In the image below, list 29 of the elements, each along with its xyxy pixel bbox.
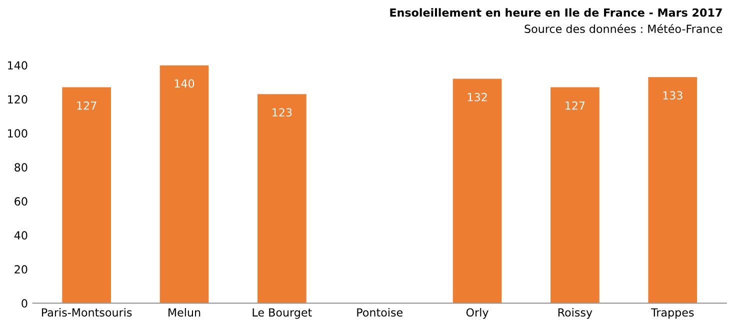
x-tick-label: Roissy [558, 308, 592, 319]
data-label: 123 [272, 108, 292, 117]
y-tick-label: 140 [8, 61, 28, 70]
data-label: 140 [174, 79, 194, 88]
y-tick-label: 80 [14, 163, 28, 172]
x-tick-label: Le Bourget [252, 308, 312, 319]
chart-title: Ensoleillement en heure en Ile de France - Mars 2017 [390, 8, 722, 17]
y-tick-label: 40 [14, 231, 28, 240]
x-tick-label: Melun [168, 308, 200, 317]
bar [452, 78, 502, 304]
x-tick-label: Trappes [650, 308, 694, 319]
y-tick-label: 0 [22, 299, 28, 308]
y-tick-label: 120 [8, 95, 28, 104]
y-tick-label: 100 [8, 129, 28, 138]
bar [160, 65, 209, 304]
x-tick-label: Orly [466, 308, 488, 319]
y-tick-label: 20 [14, 265, 28, 274]
data-label: 132 [468, 92, 487, 102]
bar [550, 87, 600, 304]
bar [648, 77, 698, 304]
bar [258, 94, 306, 304]
x-tick-label: Pontoise [357, 308, 403, 317]
source-note: Source des données : Météo-France [524, 24, 722, 34]
data-label: 133 [663, 91, 682, 100]
data-label: 127 [566, 101, 585, 110]
y-tick-label: 60 [14, 197, 28, 206]
data-label: 127 [77, 101, 96, 110]
bar [62, 87, 111, 304]
x-tick-label: Paris-Montsouris [42, 308, 132, 317]
